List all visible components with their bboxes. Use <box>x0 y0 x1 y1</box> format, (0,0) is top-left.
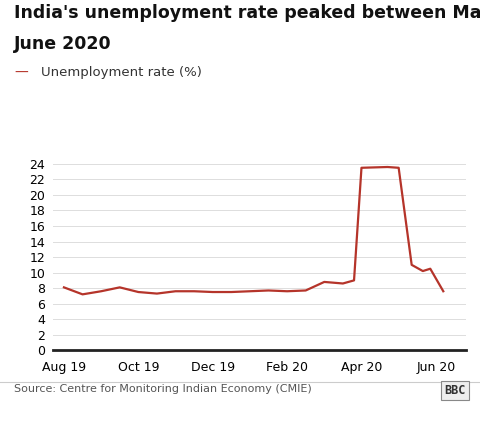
Text: Unemployment rate (%): Unemployment rate (%) <box>41 66 202 79</box>
Text: BBC: BBC <box>444 384 466 397</box>
Text: Source: Centre for Monitoring Indian Economy (CMIE): Source: Centre for Monitoring Indian Eco… <box>14 384 312 394</box>
Text: —: — <box>14 66 28 80</box>
Text: India's unemployment rate peaked between May and: India's unemployment rate peaked between… <box>14 4 480 22</box>
Text: June 2020: June 2020 <box>14 35 112 53</box>
